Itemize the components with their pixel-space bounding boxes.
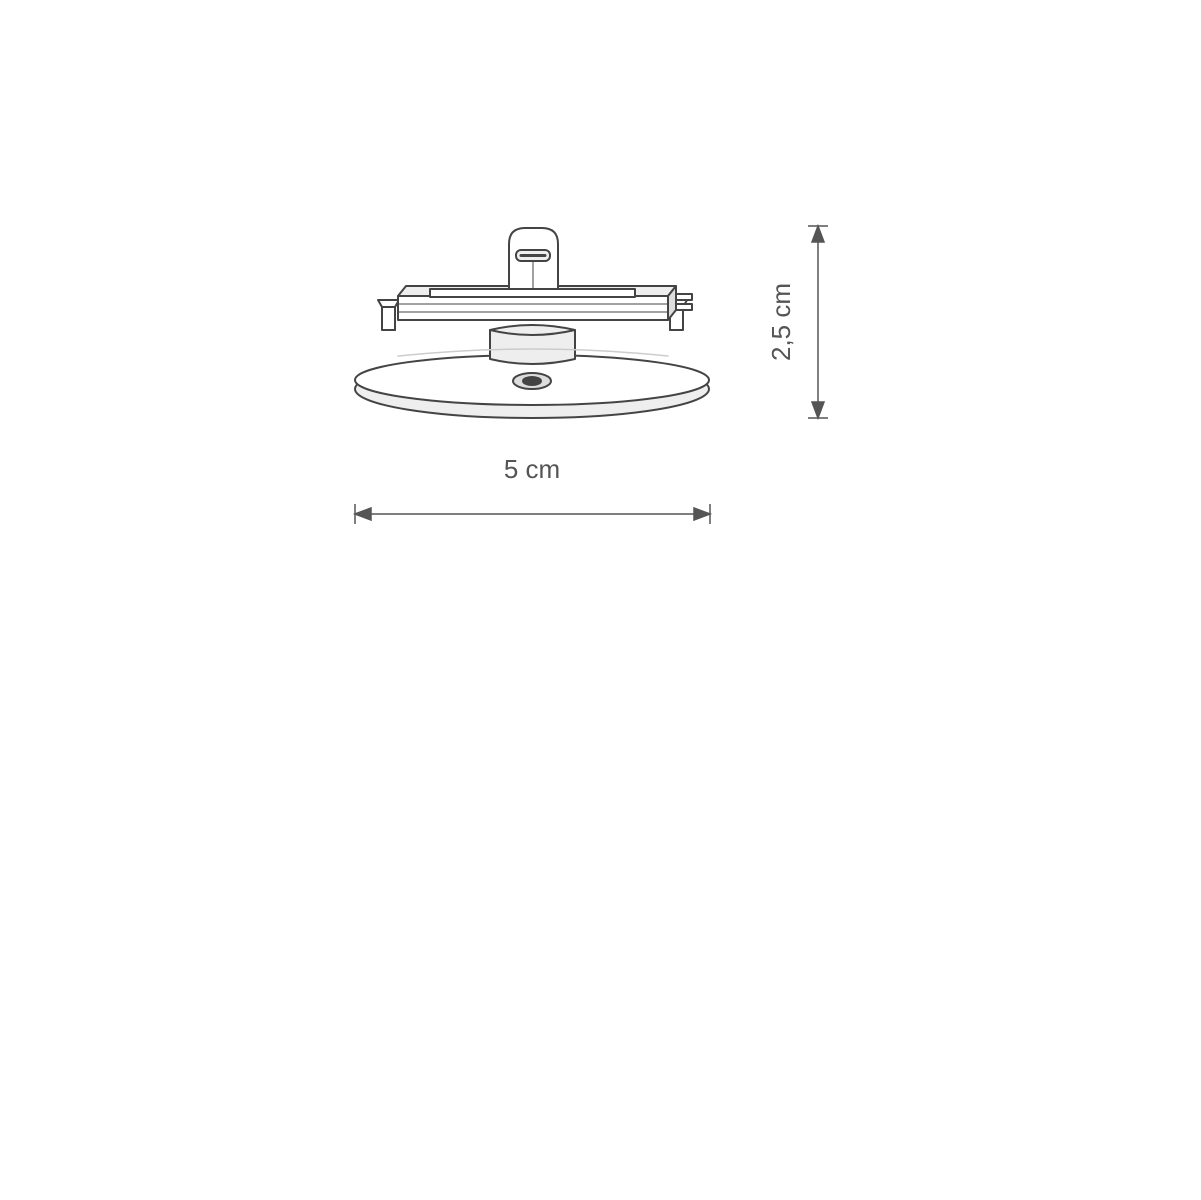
clip-left: [378, 300, 399, 330]
dimension-height-label: 2,5 cm: [766, 283, 796, 361]
product-drawing: [355, 228, 709, 418]
arrowhead-left: [355, 508, 371, 520]
dimension-width-label: 5 cm: [504, 454, 560, 484]
arrowhead-top: [812, 226, 824, 242]
dimension-width: [355, 504, 710, 524]
body: [398, 286, 676, 320]
technical-drawing: 5 cm 2,5 cm: [0, 0, 1201, 1200]
neck: [490, 325, 575, 364]
dimension-height: [808, 226, 828, 418]
arrowhead-right: [694, 508, 710, 520]
lens-hole: [523, 377, 541, 385]
top-post: [509, 228, 558, 289]
arrowhead-bottom: [812, 402, 824, 418]
